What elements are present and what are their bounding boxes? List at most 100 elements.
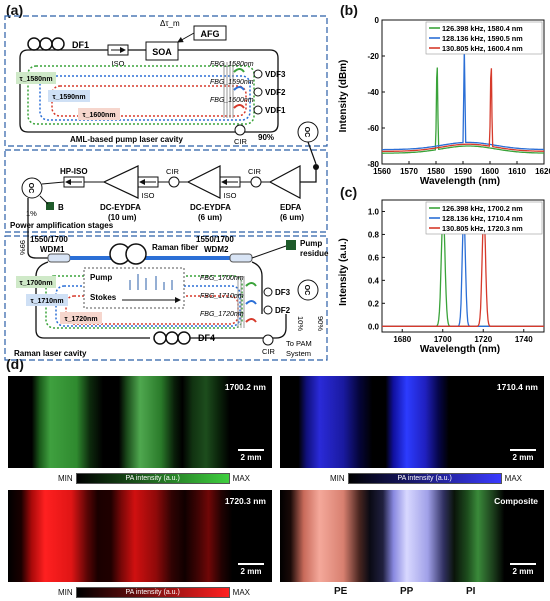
wavelength-label-1700: 1700.2 nm: [224, 382, 266, 392]
df3-icon: [263, 287, 273, 297]
df4-label: DF4: [198, 333, 215, 343]
svg-text:τ_1720nm: τ_1720nm: [64, 316, 97, 323]
tau-1590-badge: [48, 90, 90, 102]
chart-c-xtick-label: 1680: [393, 335, 411, 344]
df1-label: DF1: [72, 40, 89, 50]
panel-label-c: (c): [340, 184, 358, 200]
wdm2-coupler: [229, 253, 253, 263]
chart-c-ylabel: Intensity (a.u.): [338, 238, 349, 306]
scalebar-composite: 2 mm: [510, 563, 536, 576]
raman-cavity-label: Raman laser cavity: [14, 349, 87, 358]
reflect-arrow-red: [233, 104, 245, 109]
chart-b-ytick-label: -80: [367, 160, 379, 169]
pa-image-composite: Composite 2 mm: [280, 490, 544, 582]
dc-eydfa-10-sub: (10 um): [108, 213, 137, 222]
detector-b-icon: [46, 202, 54, 210]
chart-c-ytick-label: 0.2: [368, 299, 380, 308]
pa-image-1700: 1700.2 nm 2 mm: [8, 376, 272, 468]
vdf3-icon: [253, 69, 263, 79]
svg-text:τ_1580nm: τ_1580nm: [19, 76, 52, 83]
iso3-label: ISO: [224, 191, 237, 200]
chart-b-xtick-label: 1570: [400, 167, 418, 176]
chart-b-xtick-label: 1590: [454, 167, 472, 176]
fbg-1590-label: FBG_1590nm: [210, 79, 254, 86]
df2-icon: [263, 305, 273, 315]
hp-iso-label: HP-ISO: [60, 167, 88, 176]
spectrum-chart-1550: 1560 1570 1580 1590 1600 1610 1620 -80 -60 -40 -20…: [338, 16, 550, 187]
amplification-frame: [4, 149, 328, 233]
iso-label: ISO: [112, 59, 125, 68]
colorbar-green: MIN PA intensity (a.u.) MAX: [58, 472, 251, 484]
fbg-1710-label: FBG_1710nm: [200, 293, 244, 300]
pa-image-1720: 1720.3 nm 2 mm: [8, 490, 272, 582]
one-pct-label: 1%: [26, 209, 37, 218]
composite-label: Composite: [494, 496, 538, 506]
tau-1700-badge: [16, 276, 56, 288]
chart-b-xlabel: Wavelength (nm): [420, 176, 500, 187]
svg-text:OC: OC: [27, 183, 34, 194]
dc-eydfa-6-sub: (6 um): [198, 213, 222, 222]
chart-c-ytick-label: 0.8: [368, 230, 380, 239]
cir-label: CIR: [234, 137, 248, 146]
edfa-sub: (6 um): [280, 213, 304, 222]
spectrum-chart-1700: 1680 1700 1720 1740 0.0 0.2 0.4 0.6 0.8 1.0 126.39…: [338, 199, 545, 355]
chart-c-xtick-label: 1740: [515, 335, 533, 344]
chart-b-ytick-label: 0: [375, 16, 380, 25]
raman-cavity-frame: [4, 235, 328, 361]
panel-label-d: (d): [6, 356, 24, 372]
iso2-label: ISO: [142, 191, 155, 200]
vdf2-label: VDF2: [265, 88, 286, 97]
ten-pct-label: 10%: [296, 316, 305, 331]
wdm1-label: WDM1: [40, 245, 65, 254]
colorbar-blue: MIN PA intensity (a.u.) MAX: [330, 472, 523, 484]
wdm1-top: 1550/1700: [30, 235, 68, 244]
cavity1-label: AML-based pump laser cavity: [70, 135, 183, 144]
b-label: B: [58, 203, 64, 212]
chart-b-series-line-0: [382, 67, 544, 154]
chart-c-series-line-2: [382, 211, 544, 327]
chart-c-legend-label-0: 126.398 kHz, 1700.2 nm: [442, 204, 523, 213]
chart-b-xtick-label: 1600: [481, 167, 499, 176]
reflect-arrow-green: [233, 68, 245, 73]
pa-image-1710: 1710.4 nm 2 mm: [280, 376, 544, 468]
df3-label: DF3: [275, 288, 291, 297]
vdf3-label: VDF3: [265, 70, 286, 79]
chart-b-xtick-label: 1580: [427, 167, 445, 176]
chart-b-legend-label-0: 126.398 kHz, 1580.4 nm: [442, 24, 523, 33]
wdm1-coupler: [47, 253, 71, 263]
vdf2-icon: [253, 87, 263, 97]
chart-c-legend: [425, 201, 543, 235]
pump-stokes-inset: [83, 267, 185, 309]
dc-eydfa-6-triangle: [186, 165, 221, 199]
chart-c-ytick-label: 0.6: [368, 253, 380, 262]
delta-tau-label: Δτ_m: [160, 19, 180, 28]
df1-coil-icon: [27, 37, 65, 51]
chart-b-xtick-label: 1620: [535, 167, 550, 176]
scalebar-1700: 2 mm: [238, 449, 264, 462]
ninety-pct-label: 90%: [316, 316, 325, 331]
material-label-pi: PI: [466, 586, 476, 597]
chart-b-series-line-1: [382, 48, 544, 151]
afg-label: AFG: [201, 29, 220, 39]
chart-c-xlabel: Wavelength (nm): [420, 344, 500, 355]
chart-b-series-line-2: [382, 68, 544, 153]
wavelength-label-1710: 1710.4 nm: [496, 382, 538, 392]
pump-residue-1: Pump: [300, 239, 322, 248]
ninety-nine-label: 99%: [18, 240, 27, 255]
svg-text:τ_1700nm: τ_1700nm: [19, 280, 52, 287]
chart-b-xtick-label: 1560: [373, 167, 391, 176]
colorbar-red: MIN PA intensity (a.u.) MAX: [58, 586, 251, 598]
cir2-label: CIR: [166, 167, 180, 176]
df4-coil-icon: [153, 331, 191, 345]
panel-label-b: (b): [340, 2, 358, 18]
chart-c-ytick-label: 1.0: [368, 207, 380, 216]
oc-left-icon: [21, 177, 43, 199]
material-label-pe: PE: [334, 586, 348, 597]
to-pam-2: System: [286, 349, 311, 358]
chart-c-xtick-label: 1720: [474, 335, 492, 344]
laser-system-schematic: DF1 AFG Δτ_m SOA ISO τ_1580nm τ_1590nm τ…: [4, 15, 329, 361]
pump-label: Pump: [90, 273, 112, 282]
soa-label: SOA: [152, 47, 172, 57]
svg-text:OC: OC: [303, 127, 310, 138]
reflect-arrow-blue: [233, 86, 245, 91]
